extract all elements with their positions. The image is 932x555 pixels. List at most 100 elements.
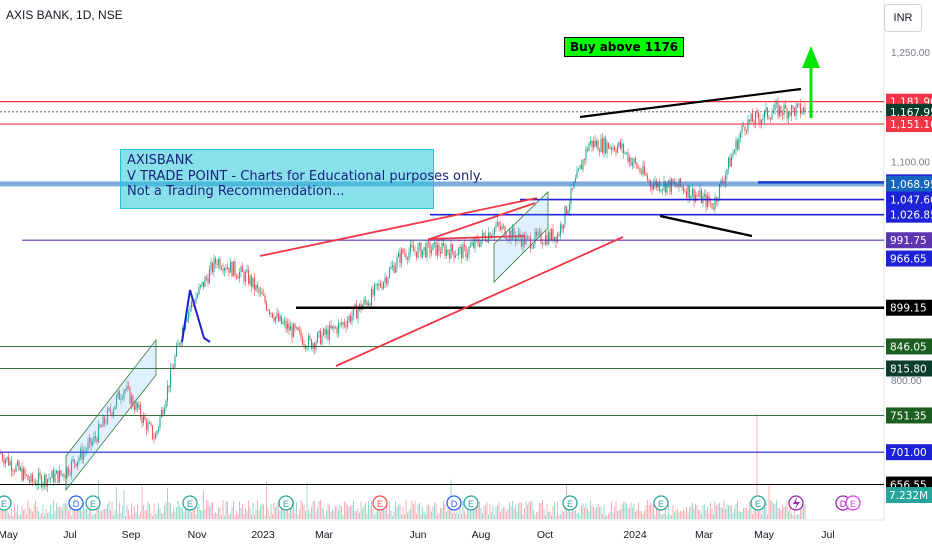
candle-body [789, 112, 791, 116]
candle-body [114, 405, 116, 410]
volume-bar [135, 512, 137, 519]
volume-bar [38, 510, 39, 519]
volume-bar [720, 507, 722, 519]
volume-bar [359, 512, 360, 519]
candle-body [498, 222, 500, 226]
candle-body [732, 153, 734, 157]
candle-body [177, 343, 179, 346]
volume-bar [288, 512, 290, 519]
volume-bar [53, 500, 54, 519]
candle-body [555, 236, 557, 243]
volume-bar [518, 503, 519, 519]
candle-body [130, 396, 133, 404]
volume-bar [560, 514, 561, 519]
volume-bar [57, 506, 59, 519]
volume-bar [771, 500, 773, 519]
candle-body [129, 387, 131, 404]
y-tick-label: 1,250.00 [891, 48, 930, 59]
volume-bar [158, 502, 159, 519]
volume-bar [312, 501, 314, 519]
candle-body [24, 468, 26, 475]
volume-bar [749, 501, 750, 519]
candle-body [517, 233, 520, 238]
price-label-tag [886, 116, 932, 133]
volume-bar [215, 512, 216, 519]
candle-body [412, 246, 415, 252]
event-marker-icon [85, 495, 101, 511]
volume-bar [779, 508, 780, 519]
volume-bar [51, 514, 53, 519]
candle-body [457, 248, 460, 255]
price-label-tag [886, 103, 932, 120]
candle-body [84, 451, 86, 453]
buy-above-label: Buy above 1176 [564, 37, 685, 57]
volume-bar [206, 500, 207, 519]
candle-body [309, 336, 311, 340]
volume-bar [762, 500, 764, 519]
volume-bar [489, 503, 491, 519]
volume-bar [92, 515, 93, 519]
candle-body [607, 142, 610, 149]
candle-body [750, 113, 752, 122]
candle-body [705, 194, 707, 208]
candle-body [465, 246, 467, 258]
candle-body [33, 481, 35, 483]
volume-bar [99, 511, 101, 519]
candle-body [502, 226, 505, 228]
candle-body [624, 152, 626, 154]
candle-body [685, 191, 688, 198]
volume-bar [792, 515, 794, 519]
candle-body [301, 337, 304, 345]
volume-bar [279, 510, 281, 519]
volume-bar [386, 505, 387, 519]
volume-bar [236, 510, 237, 519]
volume-bar [416, 513, 417, 519]
candle-body [766, 107, 769, 118]
volume-bar [363, 505, 365, 519]
volume-bar [86, 508, 87, 519]
volume-bar [341, 506, 342, 519]
price-label-text: 991.75 [890, 235, 927, 247]
price-label-text: 701.00 [890, 447, 927, 459]
volume-bar [107, 504, 108, 519]
candle-body [279, 315, 281, 321]
up-arrow-head [802, 46, 820, 68]
candle-body [382, 282, 385, 289]
volume-bar [281, 501, 282, 519]
volume-bar [468, 504, 470, 519]
rising-channel-1 [65, 338, 157, 492]
rising-channel-2 [493, 191, 549, 283]
candle-body [435, 241, 437, 256]
volume-bar [777, 507, 779, 519]
x-tick-label: Nov [188, 529, 207, 541]
volume-bar [801, 502, 803, 519]
candle-body [639, 168, 641, 173]
volume-bar [683, 509, 684, 519]
volume-bar [576, 513, 578, 519]
price-label-text: 899.15 [890, 303, 927, 315]
volume-bar [125, 515, 126, 519]
candle-body [180, 341, 182, 345]
candle-body [664, 181, 667, 193]
volume-bar [62, 509, 63, 519]
currency-button[interactable]: INR [884, 4, 922, 32]
volume-bar [242, 503, 243, 519]
candle-body [357, 309, 359, 319]
volume-bar [555, 515, 557, 519]
volume-bar [221, 515, 222, 519]
candle-body [660, 189, 662, 191]
volume-bar [224, 515, 225, 519]
candle-body [804, 107, 806, 111]
candle-body [489, 232, 491, 239]
volume-bar [608, 514, 609, 519]
volume-bar [803, 504, 804, 519]
volume-bar [300, 500, 302, 519]
volume-bar [231, 507, 233, 519]
volume-bar [117, 513, 119, 519]
candle-body [112, 409, 115, 416]
volume-bar [707, 507, 708, 519]
volume-bar [132, 513, 134, 519]
volume-bar [596, 506, 597, 519]
candle-body [613, 147, 616, 151]
volume-bar [296, 501, 297, 519]
